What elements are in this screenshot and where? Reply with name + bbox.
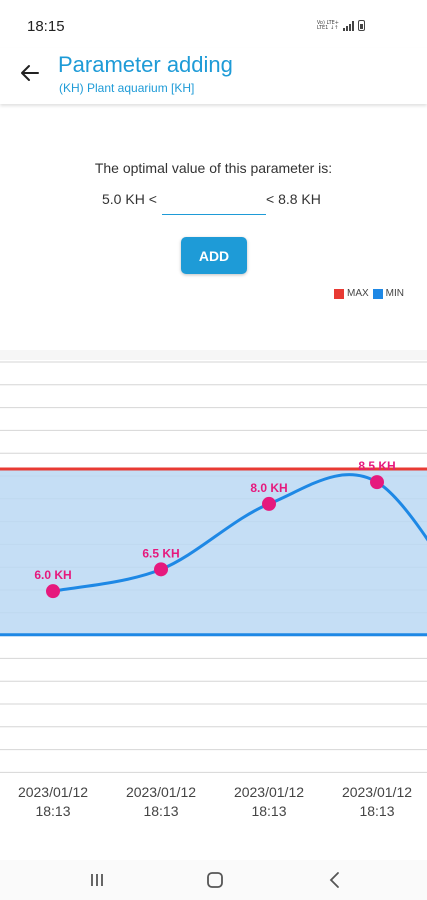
app-bar: Parameter adding (KH) Plant aquarium [KH…: [0, 48, 427, 104]
legend-item-max: MAX: [333, 288, 369, 299]
parameter-value-input[interactable]: [162, 188, 266, 215]
x-tick-label-time: 18:13: [359, 803, 394, 819]
network-line-1: Vo) LTE+: [316, 19, 339, 26]
data-point: [46, 584, 60, 599]
parameter-form-card: The optimal value of this parameter is: …: [0, 104, 427, 350]
recent-apps-icon[interactable]: [85, 868, 109, 892]
x-tick-label-date: 2023/01/12: [342, 784, 412, 800]
parameter-history-chart: 6.0 KH 6.5 KH 8.0 KH 8.5 KH 2023/01/12 18:13 2…: [0, 361, 427, 819]
status-time: 18:15: [27, 18, 65, 35]
data-point-label: 8.0 KH: [250, 481, 287, 495]
add-button[interactable]: ADD: [181, 237, 247, 274]
status-bar: 18:15 Vo) LTE+ LTE1 ↓↑: [0, 0, 427, 48]
data-point-label: 6.0 KH: [34, 568, 71, 582]
status-icons: Vo) LTE+ LTE1 ↓↑: [317, 20, 365, 31]
data-point-label: 8.5 KH: [358, 459, 395, 473]
x-tick-label-date: 2023/01/12: [234, 784, 304, 800]
optimal-value-text: The optimal value of this parameter is:: [94, 160, 333, 176]
legend-label-min: MIN: [385, 288, 404, 299]
network-line-2: LTE1 ↓↑: [316, 24, 339, 31]
x-tick-label-date: 2023/01/12: [18, 784, 88, 800]
x-tick-label-date: 2023/01/12: [126, 784, 196, 800]
legend-swatch-min: [372, 288, 383, 299]
data-point-label: 6.5 KH: [142, 546, 179, 560]
battery-icon: [358, 20, 365, 31]
x-tick-label-time: 18:13: [35, 803, 70, 819]
x-tick-label-time: 18:13: [143, 803, 178, 819]
chart-legend: MAX MIN: [330, 288, 404, 299]
optimal-range-band: [0, 469, 427, 635]
back-arrow-icon[interactable]: [18, 61, 42, 85]
data-point: [370, 475, 384, 490]
home-icon[interactable]: [203, 868, 227, 892]
page-subtitle: (KH) Plant aquarium [KH]: [59, 81, 195, 95]
back-nav-icon[interactable]: [323, 868, 347, 892]
section-divider: [0, 350, 427, 360]
x-tick-label-time: 18:13: [251, 803, 286, 819]
system-nav-bar: [0, 860, 427, 900]
legend-swatch-max: [333, 288, 344, 299]
min-value-label: 5.0 KH <: [102, 191, 157, 207]
network-indicator: Vo) LTE+ LTE1 ↓↑: [316, 19, 339, 31]
max-value-label: < 8.8 KH: [266, 191, 321, 207]
signal-icon: [343, 20, 354, 31]
data-point: [262, 496, 276, 511]
legend-item-min: MIN: [372, 288, 404, 299]
data-point: [154, 562, 168, 577]
legend-label-max: MAX: [346, 288, 369, 299]
page-title: Parameter adding: [58, 52, 233, 77]
